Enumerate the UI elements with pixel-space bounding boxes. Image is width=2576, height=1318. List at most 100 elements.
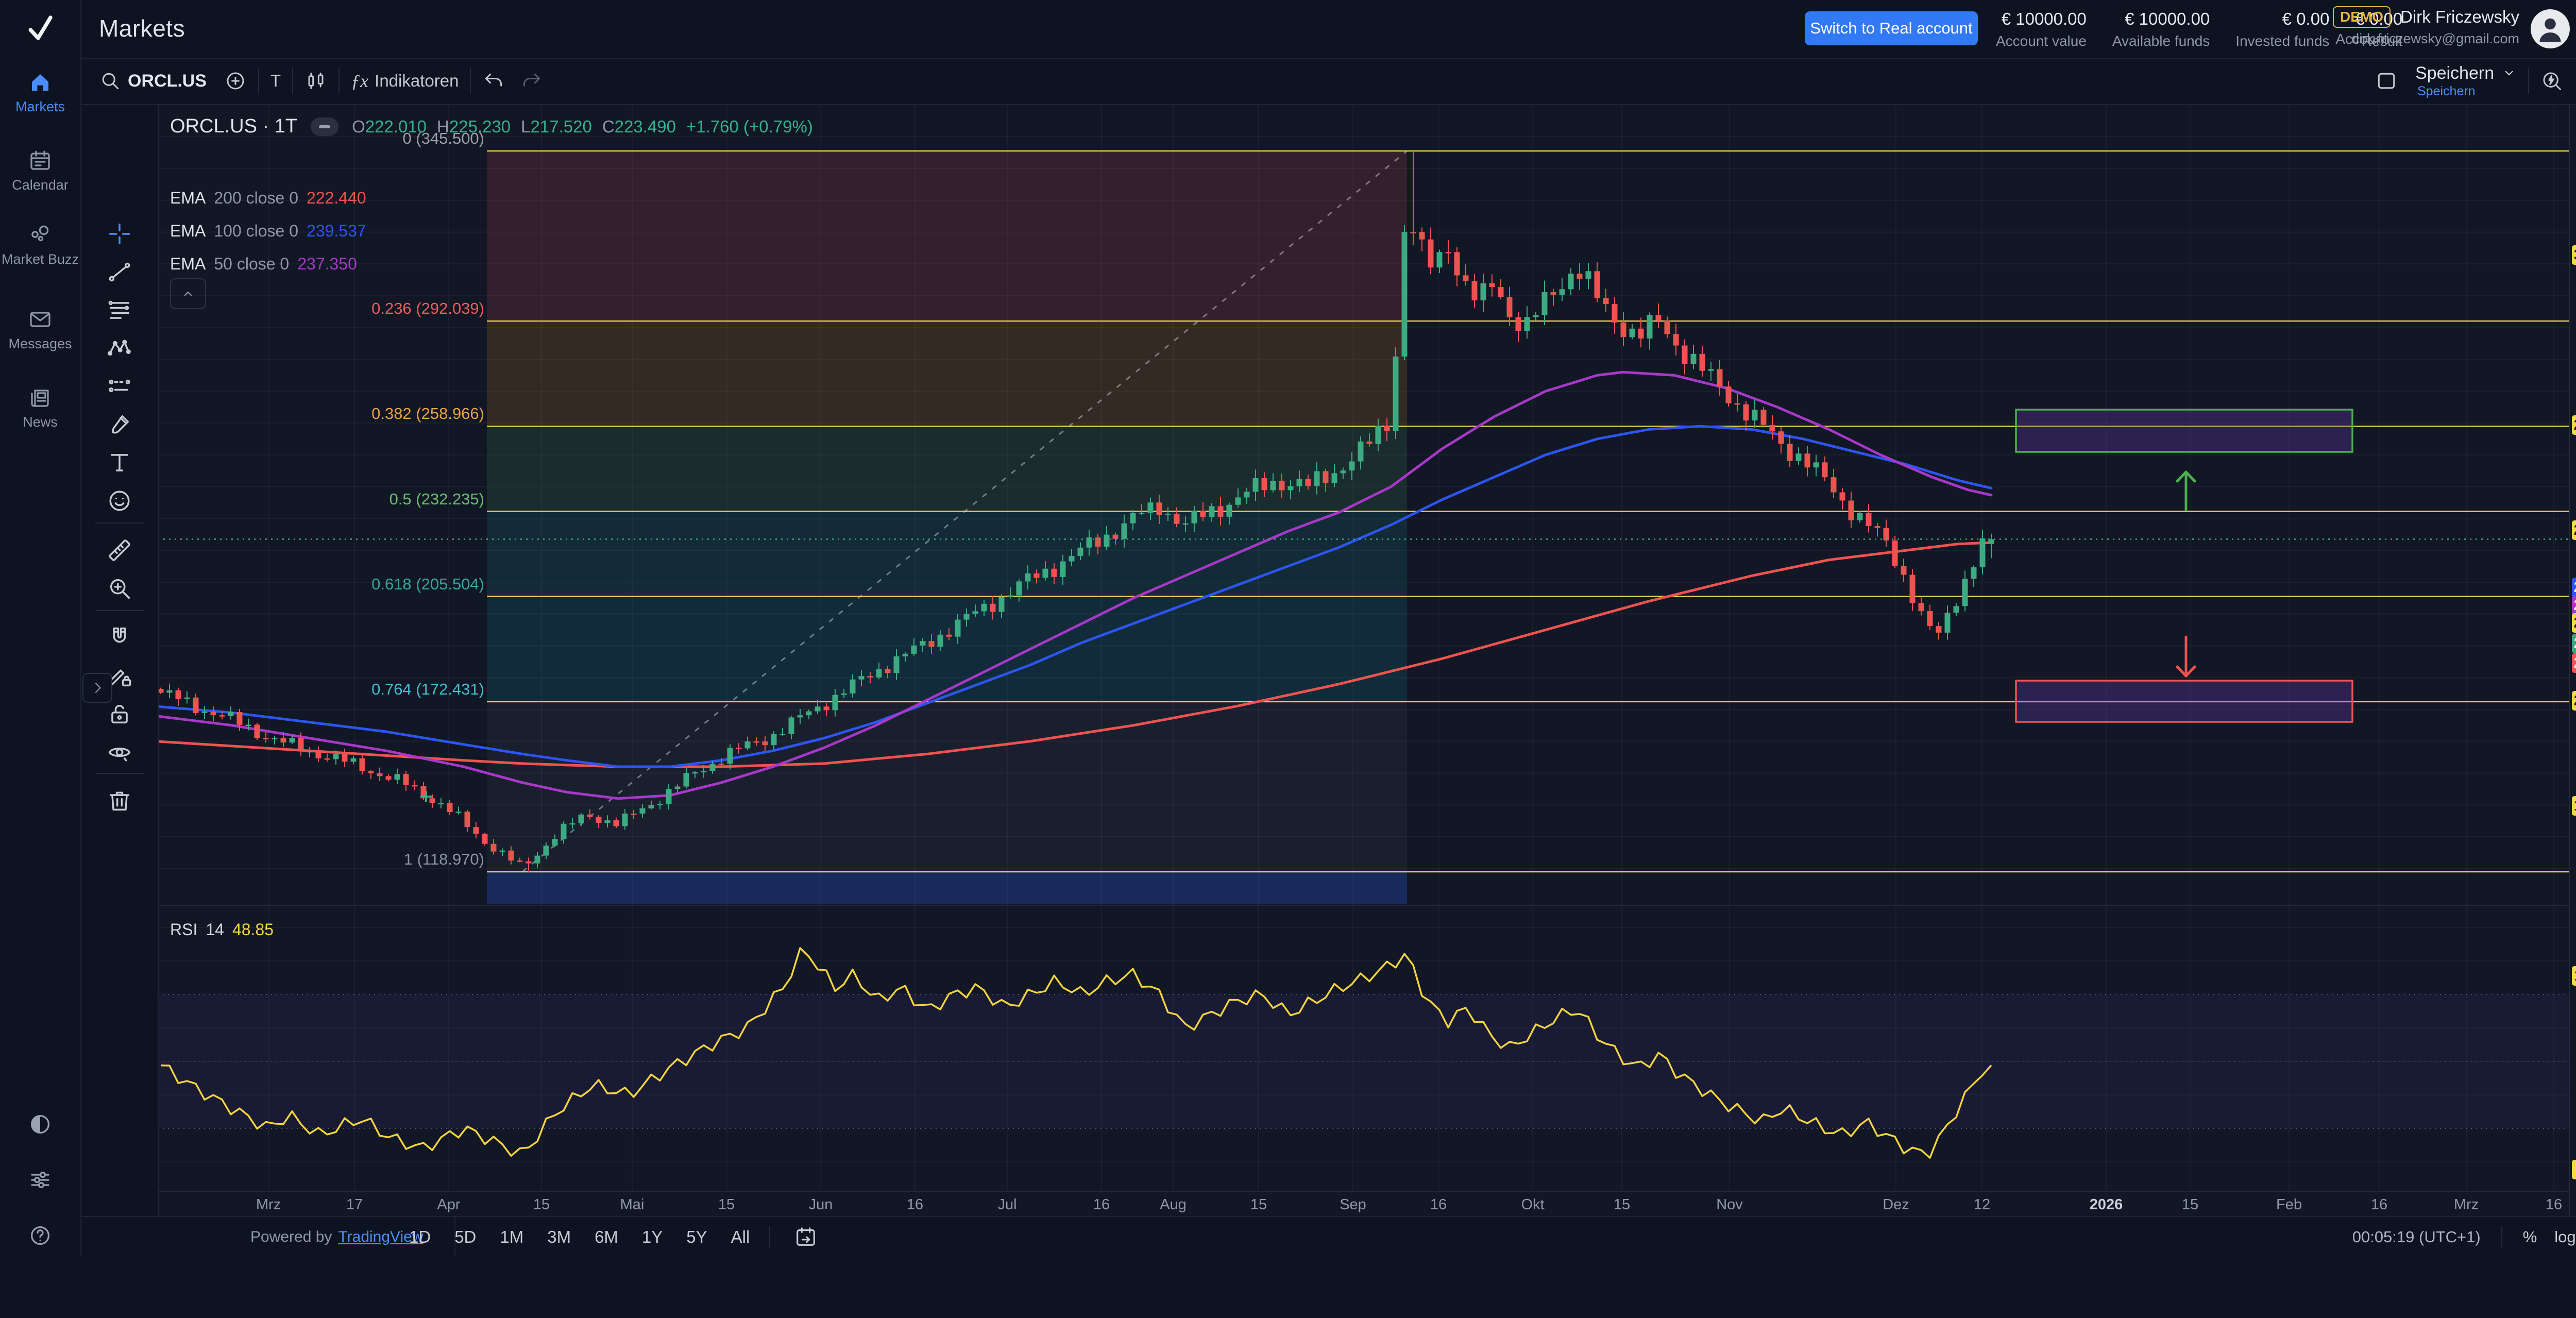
fib-level-label: 1 (118.970): [403, 850, 484, 869]
panel-expander-button[interactable]: [82, 673, 112, 703]
measure-tool[interactable]: [106, 537, 133, 564]
visibility-pill[interactable]: [311, 117, 339, 136]
range-button-1m[interactable]: 1M: [490, 1224, 533, 1250]
range-button-5d[interactable]: 5D: [445, 1224, 485, 1250]
legend-symbol[interactable]: ORCL.US · 1T: [170, 115, 298, 137]
stat-value: € 0.00: [2355, 9, 2403, 28]
ema-legend-row[interactable]: EMA 100 close 0 239.537: [170, 222, 366, 240]
preferences-icon[interactable]: [28, 1168, 53, 1192]
range-button-5y[interactable]: 5Y: [677, 1224, 716, 1250]
fib-retracement-tool[interactable]: [106, 297, 133, 324]
price-badge: 239.537: [2572, 578, 2576, 597]
redo-button[interactable]: [520, 70, 543, 92]
stat-label: Result: [2361, 33, 2403, 49]
quick-search-button[interactable]: [2540, 70, 2563, 92]
chevron-up-icon: [180, 286, 196, 301]
save-layout-button[interactable]: Speichern Speichern: [2415, 64, 2517, 98]
main-sidebar: Markets Calendar Market Buzz Messages News: [0, 0, 81, 1256]
toolbar-separator: [95, 773, 144, 774]
fib-level-label: 0.236 (292.039): [371, 299, 484, 318]
zoom-in-tool[interactable]: [106, 575, 133, 602]
chart-type-button[interactable]: [304, 70, 327, 92]
date-axis-label: Mrz: [2453, 1196, 2479, 1213]
forecast-tool[interactable]: [106, 373, 133, 400]
sidebar-item-market-buzz[interactable]: Market Buzz: [0, 223, 80, 267]
trading-app: 0 (345.500) 0.236 (292.039) 0.382 (258.966…: [0, 0, 2576, 1257]
price-badge: 48.85: [2572, 1160, 2576, 1179]
range-button-3m[interactable]: 3M: [538, 1224, 580, 1250]
indicators-button[interactable]: ƒx Indikatoren: [351, 71, 459, 91]
range-button-all[interactable]: All: [722, 1224, 759, 1250]
undo-button[interactable]: [482, 70, 505, 92]
plus-circle-icon: [224, 70, 247, 92]
remove-drawings-tool[interactable]: [106, 787, 133, 814]
chart-canvas[interactable]: [158, 104, 2576, 1216]
sidebar-item-news[interactable]: News: [0, 385, 80, 430]
compare-symbol-button[interactable]: [224, 70, 247, 92]
sidebar-item-label: Calendar: [12, 177, 69, 193]
scale-option-log[interactable]: log: [2554, 1228, 2576, 1246]
app-logo-icon[interactable]: [24, 11, 57, 44]
timeframe-button[interactable]: T: [270, 71, 281, 90]
range-button-6m[interactable]: 6M: [585, 1224, 628, 1250]
crosshair-tool[interactable]: [106, 221, 133, 247]
range-button-1d[interactable]: 1D: [400, 1224, 440, 1250]
clock[interactable]: 00:05:19 (UTC+1): [2352, 1228, 2481, 1246]
sidebar-item-calendar[interactable]: Calendar: [0, 148, 80, 193]
hide-drawings-tool[interactable]: [106, 739, 133, 766]
calendar-icon: [28, 148, 53, 173]
user-info[interactable]: Dirk Friczewsky dirk.friczewsky@gmail.co…: [2351, 7, 2519, 46]
date-axis-label: 2026: [2089, 1196, 2123, 1213]
trend-line-tool[interactable]: [106, 259, 133, 285]
drawing-toolbar: [80, 104, 159, 1216]
price-badge: 222.440: [2572, 653, 2576, 673]
rsi-legend: RSI 14 48.85: [170, 920, 274, 939]
account-stat: € 0.00 Result: [2355, 9, 2402, 49]
date-axis-label: Okt: [1521, 1196, 1545, 1213]
pattern-tool[interactable]: [106, 335, 133, 362]
fib-level-label: 0.618 (205.504): [371, 574, 484, 593]
brush-tool[interactable]: [106, 411, 133, 438]
date-axis-label: 15: [718, 1196, 735, 1213]
date-axis-label: 16: [2370, 1196, 2388, 1213]
news-icon: [28, 385, 53, 410]
switch-to-real-button[interactable]: Switch to Real account: [1805, 11, 1978, 45]
bubbles-icon: [28, 223, 53, 247]
flash-search-icon: [2540, 70, 2563, 92]
chart-footer: Powered by TradingView 1D 5D 1M 3M 6M 1Y 5Y All…: [80, 1216, 2576, 1257]
redo-icon: [520, 70, 543, 92]
date-axis-label: 12: [1973, 1196, 1991, 1213]
price-badge: 172.431: [2572, 796, 2576, 816]
price-badge: 292.039: [2572, 415, 2576, 435]
go-to-date-icon[interactable]: [794, 1225, 818, 1249]
toolbar-separator: [95, 610, 144, 611]
layout-button[interactable]: [2375, 70, 2398, 92]
date-axis-label: 17: [346, 1196, 363, 1213]
sidebar-item-messages[interactable]: Messages: [0, 307, 80, 352]
collapse-indicators-button[interactable]: [170, 278, 206, 309]
text-tool[interactable]: [106, 449, 133, 476]
tradingview-link[interactable]: TradingView: [338, 1228, 423, 1245]
ema-legend-row[interactable]: EMA 200 close 0 222.440: [170, 189, 366, 207]
stat-value: € 10000.00: [2125, 9, 2210, 28]
symbol-search-button[interactable]: ORCL.US: [99, 70, 207, 92]
scale-option-%[interactable]: %: [2522, 1228, 2537, 1246]
account-type: DEMO Account: [2333, 6, 2391, 53]
ema-legend-row[interactable]: EMA 50 close 0 237.350: [170, 255, 357, 273]
date-axis-label: 15: [1250, 1196, 1267, 1213]
sidebar-item-label: Market Buzz: [1, 251, 79, 267]
range-button-1y[interactable]: 1Y: [633, 1224, 672, 1250]
price-axis[interactable]: 360.000350.000340.000330.000320.000310.0…: [2569, 104, 2576, 1216]
stat-label: Account value: [1996, 33, 2087, 49]
lock-all-tool[interactable]: [106, 701, 133, 728]
fib-level-label: 0 (345.500): [402, 129, 484, 147]
emoji-tool[interactable]: [106, 487, 133, 514]
date-axis-label: 16: [2545, 1196, 2563, 1213]
avatar[interactable]: [2531, 9, 2570, 48]
magnet-tool[interactable]: [106, 624, 133, 651]
theme-toggle-icon[interactable]: [28, 1112, 53, 1137]
demo-badge: DEMO: [2333, 6, 2391, 28]
help-icon[interactable]: [28, 1223, 53, 1248]
account-stat: € 10000.00 Available funds: [2112, 9, 2210, 49]
sidebar-item-markets[interactable]: Markets: [0, 70, 80, 115]
